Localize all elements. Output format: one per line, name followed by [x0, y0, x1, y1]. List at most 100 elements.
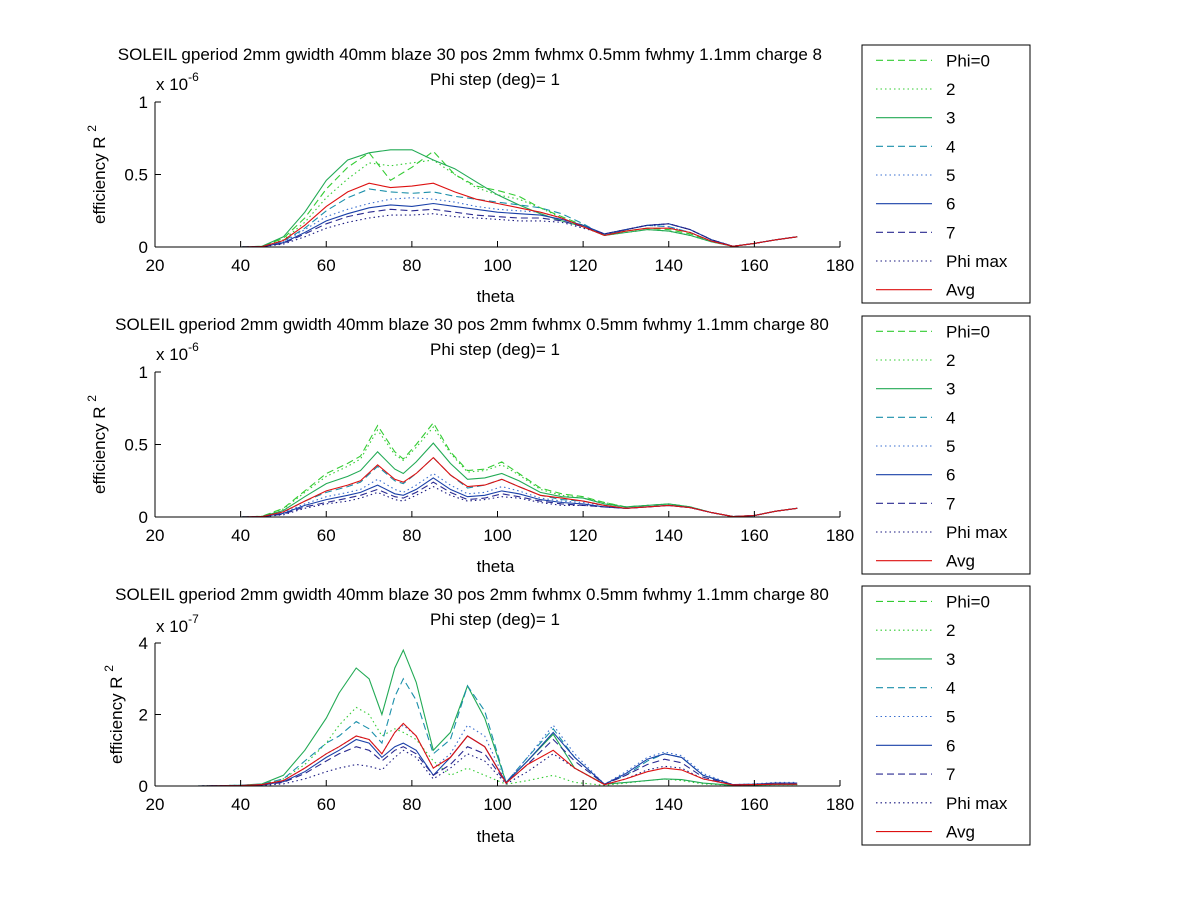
y-tick-label: 1 — [139, 93, 148, 112]
x-axis-label: theta — [477, 557, 515, 576]
y-tick-label: 0 — [139, 508, 148, 527]
legend-entry: Phi=0 — [946, 322, 990, 341]
legend: Phi=0 2 3 4 5 6 7 Phi max Avg — [861, 585, 1031, 846]
y-axis-label-superscript: 2 — [85, 395, 99, 402]
legend-entry: Phi=0 — [946, 592, 990, 611]
x-axis-label: theta — [477, 287, 515, 306]
legend-entry: 5 — [946, 437, 955, 456]
legend-entry: 6 — [946, 466, 955, 485]
x-tick-label: 40 — [231, 526, 250, 545]
y-tick-label: 0.5 — [124, 166, 148, 185]
x-tick-label: 20 — [146, 256, 165, 275]
series-line-6 — [197, 202, 798, 247]
chart-title: SOLEIL gperiod 2mm gwidth 40mm blaze 30 … — [115, 315, 965, 334]
x-tick-label: 160 — [740, 526, 768, 545]
legend-box — [861, 585, 1031, 846]
legend-box — [861, 44, 1031, 304]
legend-entry: 4 — [946, 679, 955, 698]
legend-entry: Avg — [946, 552, 975, 571]
y-exponent-label: x 10-7 — [156, 612, 199, 636]
y-exponent-label: x 10-6 — [156, 70, 199, 94]
x-tick-label: 180 — [826, 526, 854, 545]
y-axis-label: efficiency R 2 — [102, 665, 126, 764]
y-axis-label: efficiency R 2 — [85, 395, 109, 494]
y-tick-label: 1 — [139, 363, 148, 382]
chart-panel-1: SOLEIL gperiod 2mm gwidth 40mm blaze 30 … — [85, 44, 1031, 306]
x-tick-label: 80 — [402, 795, 421, 814]
series-line-9 — [197, 722, 798, 786]
x-tick-label: 40 — [231, 256, 250, 275]
legend-entry: 6 — [946, 195, 955, 214]
series-line-2 — [197, 159, 798, 247]
y-tick-label: 4 — [139, 634, 148, 653]
legend-entry: Avg — [946, 823, 975, 842]
y-exponent-superscript: -7 — [188, 612, 199, 626]
x-tick-label: 140 — [655, 526, 683, 545]
legend-entry: 3 — [946, 380, 955, 399]
legend-entry: 5 — [946, 166, 955, 185]
x-tick-label: 120 — [569, 795, 597, 814]
series-line-1 — [197, 421, 798, 517]
y-tick-label: 0 — [139, 238, 148, 257]
legend-entry: 5 — [946, 708, 955, 727]
series-line-4 — [197, 677, 798, 786]
legend-entry: 4 — [946, 408, 955, 427]
y-exponent-superscript: -6 — [188, 70, 199, 84]
y-exponent-label: x 10-6 — [156, 340, 199, 364]
x-tick-label: 80 — [402, 526, 421, 545]
x-tick-label: 60 — [317, 795, 336, 814]
y-axis-label: efficiency R 2 — [85, 125, 109, 224]
legend-entry: 2 — [946, 351, 955, 370]
legend: Phi=0 2 3 4 5 6 7 Phi max Avg — [861, 315, 1031, 575]
x-tick-label: 20 — [146, 526, 165, 545]
chart-subtitle: Phi step (deg)= 1 — [430, 610, 560, 629]
y-tick-label: 2 — [139, 706, 148, 725]
y-tick-label: 0 — [139, 777, 148, 796]
x-tick-label: 140 — [655, 795, 683, 814]
x-tick-label: 100 — [483, 526, 511, 545]
series-line-3 — [197, 149, 798, 247]
legend-box — [861, 315, 1031, 575]
y-axis-label-superscript: 2 — [85, 125, 99, 132]
x-tick-label: 40 — [231, 795, 250, 814]
x-tick-label: 180 — [826, 795, 854, 814]
series-line-5 — [197, 472, 798, 517]
chart-subtitle: Phi step (deg)= 1 — [430, 340, 560, 359]
legend-entry: 7 — [946, 494, 955, 513]
x-tick-label: 160 — [740, 795, 768, 814]
series-line-3 — [197, 648, 798, 786]
legend-entry: 4 — [946, 137, 955, 156]
series-line-2 — [197, 426, 798, 517]
chart-panel-3: SOLEIL gperiod 2mm gwidth 40mm blaze 30 … — [102, 585, 1031, 846]
legend-entry: 7 — [946, 765, 955, 784]
x-tick-label: 60 — [317, 256, 336, 275]
x-tick-label: 120 — [569, 526, 597, 545]
chart-subtitle: Phi step (deg)= 1 — [430, 70, 560, 89]
x-tick-label: 160 — [740, 256, 768, 275]
legend-entry: 3 — [946, 650, 955, 669]
series-line-7 — [197, 738, 798, 786]
series-line-1 — [197, 150, 798, 247]
legend-entry: 3 — [946, 109, 955, 128]
y-exponent-superscript: -6 — [188, 340, 199, 354]
legend-entry: 7 — [946, 223, 955, 242]
x-tick-label: 80 — [402, 256, 421, 275]
legend-entry: Phi max — [946, 252, 1008, 271]
x-tick-label: 120 — [569, 256, 597, 275]
series-line-7 — [197, 208, 798, 247]
series-line-9 — [197, 182, 798, 247]
legend-entry: 2 — [946, 621, 955, 640]
series-line-9 — [197, 456, 798, 517]
x-axis-label: theta — [477, 827, 515, 846]
legend-entry: Phi max — [946, 523, 1008, 542]
x-tick-label: 180 — [826, 256, 854, 275]
series-line-3 — [197, 442, 798, 517]
y-axis-label-superscript: 2 — [102, 665, 116, 672]
x-tick-label: 140 — [655, 256, 683, 275]
chart-panel-2: SOLEIL gperiod 2mm gwidth 40mm blaze 30 … — [85, 315, 1031, 576]
x-tick-label: 100 — [483, 795, 511, 814]
chart-title: SOLEIL gperiod 2mm gwidth 40mm blaze 30 … — [115, 585, 965, 604]
x-tick-label: 60 — [317, 526, 336, 545]
series-line-4 — [197, 456, 798, 517]
